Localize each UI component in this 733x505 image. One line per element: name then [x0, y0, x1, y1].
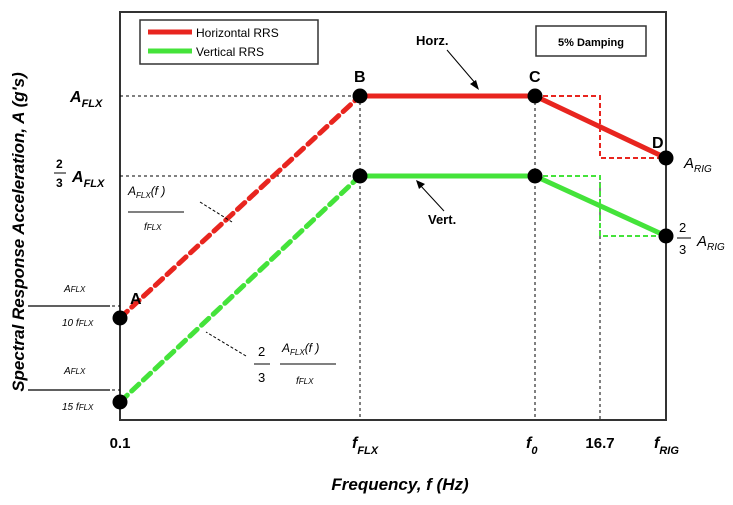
legend-box — [139, 19, 319, 65]
guide-lines — [28, 95, 601, 420]
d-label: ARIG — [683, 155, 712, 175]
x-tick-labels: 0.1 fFLX f0 16.7 fRIG — [110, 435, 680, 457]
y-tick-b-den: 15 fFLX — [62, 402, 94, 413]
series-1-segment-0 — [117, 173, 363, 405]
legend-label-horizontal: Horizontal RRS — [196, 26, 279, 40]
damping-frame — [535, 25, 647, 57]
series-1-point-1 — [352, 168, 368, 184]
y-tick-23: AFLX — [71, 169, 105, 190]
plot-frame — [119, 11, 667, 421]
series-0-envelope-step — [535, 95, 666, 159]
vert-annotation: Vert. — [428, 212, 456, 227]
slope-horizontal-bg — [122, 178, 188, 236]
point-label-b: B — [354, 69, 366, 86]
series-points: A B C D — [112, 69, 674, 410]
x-tick-fflx: fFLX — [352, 435, 379, 457]
series-0-segment-0 — [117, 93, 363, 321]
slope-v-num: AFLX(f ) — [281, 341, 319, 357]
point-label-a: A — [130, 291, 142, 308]
slope-h-den: fFLX — [144, 222, 162, 233]
point-label-c: C — [529, 69, 541, 86]
series-1-point-0 — [112, 394, 128, 410]
series-1-point-3 — [658, 228, 674, 244]
legend-label-vertical: Vertical RRS — [196, 45, 264, 59]
y-tick-a-num: AFLX — [63, 284, 86, 295]
horz-annotation: Horz. — [416, 33, 449, 48]
x-tick-f0: f0 — [526, 435, 538, 457]
legend: Horizontal RRS Vertical RRS — [139, 19, 319, 65]
slope-h-num: AFLX(f ) — [127, 184, 165, 200]
series-1-point-2 — [527, 168, 543, 184]
d2-coef-num: 2 — [679, 220, 686, 235]
x-axis-title: Frequency, f (Hz) — [331, 475, 469, 494]
damping-box: 5% Damping — [535, 25, 647, 57]
vert-arrow — [419, 184, 445, 212]
slope-v-den: fFLX — [296, 376, 314, 387]
y-tick-aflx: AFLX — [69, 89, 103, 110]
annotations: Horz. Vert. AFLX(f ) fFLX 2 3 AFLX(f ) f… — [122, 33, 725, 387]
vert-arrowhead — [416, 180, 425, 189]
slope-vertical-label: 2 3 AFLX(f ) fFLX — [205, 331, 336, 387]
damping-label: 5% Damping — [558, 37, 624, 49]
series-0-point-2 — [527, 88, 543, 104]
x-tick-0-1: 0.1 — [110, 435, 131, 452]
d2-coef-den: 3 — [679, 242, 686, 257]
series-1-segment-2 — [532, 173, 669, 239]
slope-horizontal-label: AFLX(f ) fFLX — [122, 178, 233, 236]
y-tick-23-den: 3 — [56, 176, 63, 190]
slope-v-leader — [205, 331, 247, 357]
slope-v-coef-num: 2 — [258, 344, 265, 359]
y-tick-23-num: 2 — [56, 157, 63, 171]
y-axis-title: Spectral Response Acceleration, A (g's) — [9, 72, 28, 392]
x-tick-frig: fRIG — [654, 435, 679, 457]
horz-arrowhead — [470, 80, 479, 90]
series-1-envelope-step — [535, 175, 666, 237]
slope-h-leader — [199, 201, 233, 223]
slope-v-coef-den: 3 — [258, 370, 265, 385]
series-0-point-3 — [658, 150, 674, 166]
point-label-d: D — [652, 135, 664, 152]
series-lines — [117, 93, 669, 405]
series-0-point-0 — [112, 310, 128, 326]
d2-label: ARIG — [696, 233, 725, 253]
y-tick-a-den: 10 fFLX — [62, 318, 94, 329]
y-tick-b-num: AFLX — [63, 366, 86, 377]
y-tick-labels: AFLX 2 3 AFLX AFLX 10 fFLX AFLX 15 fFLX — [28, 89, 110, 413]
x-tick-16-7: 16.7 — [585, 435, 614, 452]
series-0-point-1 — [352, 88, 368, 104]
horz-arrow — [446, 49, 477, 85]
